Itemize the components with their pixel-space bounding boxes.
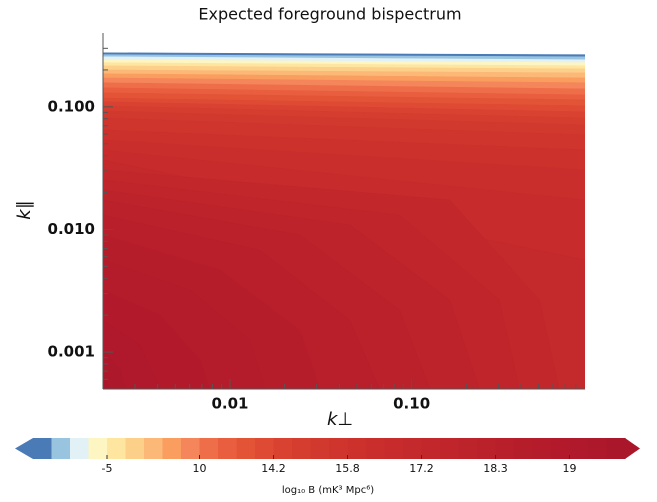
colorbar-segment <box>181 438 200 459</box>
x-tick-label: 0.01 <box>211 395 248 413</box>
contour-band <box>103 349 126 389</box>
colorbar-tick-label: 17.2 <box>409 462 434 475</box>
colorbar-segment <box>273 438 293 459</box>
y-tick-label: 0.010 <box>48 220 95 238</box>
colorbar-segment <box>218 438 237 459</box>
colorbar-segment <box>477 438 496 459</box>
axes: 0.01 0.10 0.001 0.010 0.100 <box>48 33 585 413</box>
colorbar-segment <box>125 438 145 459</box>
colorbar-segment <box>606 438 626 459</box>
colorbar-label: log₁₀ B (mK³ Mpc⁶) <box>282 485 374 496</box>
colorbar-segment <box>421 438 441 459</box>
colorbar-segment <box>532 438 552 459</box>
y-tick-label: 0.100 <box>48 97 95 115</box>
colorbar-segment <box>144 438 163 459</box>
colorbar-segment <box>107 438 126 459</box>
chart-title: Expected foreground bispectrum <box>198 5 461 24</box>
colorbar-segment <box>255 438 274 459</box>
colorbar-segment <box>366 438 385 459</box>
colorbar-segment <box>440 438 459 459</box>
colorbar-segment <box>588 438 607 459</box>
colorbar-segment <box>514 438 533 459</box>
colorbar-segment <box>292 438 311 459</box>
colorbar-segment <box>70 438 89 459</box>
colorbar-tick-label: 19 <box>563 462 577 475</box>
colorbar-segment <box>33 438 52 459</box>
colorbar-extend-low <box>15 438 33 459</box>
colorbar: -5 10 14.2 15.8 17.2 18.3 19 <box>15 438 640 475</box>
colorbar-segment <box>495 438 515 459</box>
colorbar-segment <box>329 438 348 459</box>
colorbar-segment <box>569 438 589 459</box>
colorbar-segment <box>310 438 330 459</box>
y-axis-label: k∥ <box>14 200 35 219</box>
colorbar-segment <box>199 438 219 459</box>
colorbar-segment <box>236 438 256 459</box>
contour-band <box>103 374 111 389</box>
colorbar-segment <box>162 438 182 459</box>
colorbar-segment <box>51 438 71 459</box>
colorbar-segment <box>403 438 422 459</box>
colorbar-segment <box>551 438 570 459</box>
colorbar-tick-label: -5 <box>102 462 113 475</box>
colorbar-tick-label: 18.3 <box>483 462 508 475</box>
colorbar-segment <box>384 438 404 459</box>
colorbar-segment <box>458 438 478 459</box>
y-tick-label: 0.001 <box>48 343 95 361</box>
plot-area <box>103 52 585 389</box>
colorbar-segment <box>347 438 367 459</box>
x-axis-label: k⊥ <box>327 409 353 430</box>
colorbar-segment <box>88 438 108 459</box>
colorbar-extend-high <box>625 438 640 459</box>
x-tick-label: 0.10 <box>393 395 430 413</box>
colorbar-tick-label: 15.8 <box>335 462 360 475</box>
colorbar-tick-label: 10 <box>193 462 207 475</box>
colorbar-tick-label: 14.2 <box>261 462 286 475</box>
